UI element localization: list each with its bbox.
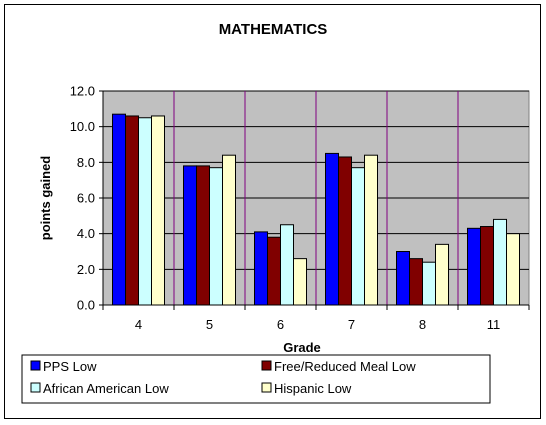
x-axis-label: Grade [283,340,321,355]
x-tick-label: 4 [135,317,142,332]
legend-swatch-free-reduced-meal-low [261,360,272,371]
bar-free-reduced-meal-low-grade-5 [196,165,210,306]
x-tick-label: 6 [277,317,284,332]
y-tick-label: 4.0 [77,226,95,241]
bar-african-american-low-grade-6 [280,224,294,306]
bar-pps-low-grade-8 [396,251,410,306]
bar-free-reduced-meal-low-grade-4 [125,115,139,306]
x-tick-label: 8 [419,317,426,332]
bar-pps-low-grade-7 [325,152,339,306]
bar-pps-low-grade-4 [112,113,126,306]
bar-free-reduced-meal-low-grade-11 [480,226,494,306]
bar-african-american-low-grade-7 [351,167,365,306]
y-tick-label: 6.0 [77,191,95,206]
y-tick-label: 8.0 [77,155,95,170]
y-tick-label: 10.0 [70,119,95,134]
bar-hispanic-low-grade-8 [435,243,449,306]
y-tick-label: 2.0 [77,262,95,277]
bar-hispanic-low-grade-4 [151,115,165,306]
bar-african-american-low-grade-8 [422,261,436,306]
bar-african-american-low-grade-5 [209,167,223,306]
x-tick-label: 7 [348,317,355,332]
bar-free-reduced-meal-low-grade-8 [409,258,423,306]
legend-label-free-reduced-meal-low: Free/Reduced Meal Low [274,359,416,374]
bar-free-reduced-meal-low-grade-6 [267,236,281,306]
bar-hispanic-low-grade-7 [364,154,378,306]
legend: PPS Low Free/Reduced Meal Low African Amer… [21,354,491,404]
legend-label-hispanic-low: Hispanic Low [274,381,352,396]
bar-pps-low-grade-6 [254,231,268,306]
legend-label-african-american-low: African American Low [43,381,169,396]
bar-african-american-low-grade-4 [138,117,152,306]
y-tick-label: 0.0 [77,298,95,313]
bar-pps-low-grade-5 [183,165,197,306]
bar-hispanic-low-grade-6 [293,258,307,306]
legend-box [21,354,491,404]
bar-african-american-low-grade-11 [493,218,507,306]
bar-hispanic-low-grade-5 [222,154,236,306]
legend-swatch-african-american-low [30,382,41,393]
legend-swatch-hispanic-low [261,382,272,393]
y-tick-label: 12.0 [70,84,95,99]
plot-area: 0.0 2.0 4.0 6.0 8.0 10.0 12.0 4 5 6 7 8 11 [70,84,530,332]
bar-hispanic-low-grade-11 [506,233,520,306]
x-tick-label: 5 [206,317,213,332]
y-axis-label: points gained [38,156,53,241]
x-tick-label: 11 [487,317,501,332]
bar-free-reduced-meal-low-grade-7 [338,156,352,306]
bar-pps-low-grade-11 [467,227,481,306]
legend-label-pps-low: PPS Low [43,359,97,374]
chart-title: MATHEMATICS [219,21,328,38]
legend-swatch-pps-low [30,360,41,371]
